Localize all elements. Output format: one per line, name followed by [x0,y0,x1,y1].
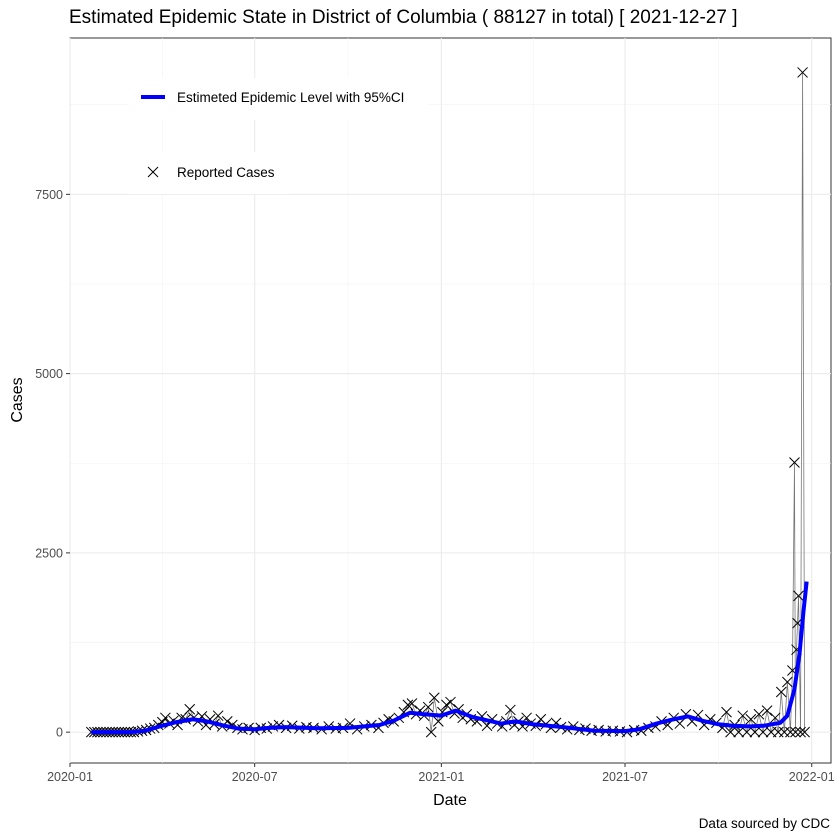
legend-box-points [128,152,290,194]
reported-case-point [402,699,414,711]
reported-case-point [793,590,804,602]
x-tick-label: 2021-01 [418,770,464,784]
chart-title: Estimated Epidemic State in District of … [69,7,738,28]
y-tick-label: 2500 [35,546,63,560]
y-tick-label: 7500 [35,188,63,202]
reported-case-point [721,706,732,718]
x-axis: 2020-01 2020-07 2021-01 2021-07 2022-01 [47,763,835,784]
x-tick-label: 2020-01 [47,770,93,784]
reported-case-point [775,686,787,698]
y-tick-label: 0 [56,726,63,740]
reported-case-point [737,710,749,722]
reported-case-point [160,712,171,724]
y-axis-title: Cases [9,377,26,422]
plot-area [69,37,832,764]
x-tick-label: 2020-07 [232,770,278,784]
legend-point-label: Reported Cases [177,165,275,180]
reported-case-point [790,726,801,738]
reported-case-point [725,726,736,738]
reported-case-point [422,701,434,713]
reported-case-point [789,457,800,468]
reported-case-point [753,708,765,720]
reported-case-point [799,726,810,738]
reported-case-point [184,703,196,715]
x-tick-label: 2021-07 [602,770,648,784]
legend: Estimeted Epidemic Level with 95%CI Repo… [128,78,428,194]
reported-case-point [406,698,418,709]
reported-case-point [425,726,437,738]
reported-case-point [795,726,806,738]
reported-case-point [428,692,440,704]
y-tick-label: 5000 [35,367,63,381]
epidemic-level-line [91,581,809,735]
reported-case-point [741,726,753,738]
reported-case-point [761,705,773,717]
reported-case-point [505,704,516,716]
reported-case-point [733,726,745,738]
reported-case-point [797,67,808,78]
reported-case-point [745,713,757,725]
reported-case-point [757,726,769,738]
reported-case-point [785,726,796,738]
reported-case-point [749,726,761,738]
y-axis: 0 2500 5000 7500 [35,188,70,740]
x-tick-label: 2022-01 [789,770,835,784]
legend-point-key [147,166,159,178]
reported-case-point [212,710,224,722]
grid [69,38,831,763]
x-axis-title: Date [433,792,467,809]
reported-case-point [782,676,793,688]
reported-case-point [445,696,456,708]
chart-caption: Data sourced by CDC [699,816,831,831]
legend-line-label: Estimeted Epidemic Level with 95%CI [177,90,404,105]
plot-panel [69,37,832,764]
reported-case-point [432,716,444,727]
legend-box-line [128,78,428,120]
